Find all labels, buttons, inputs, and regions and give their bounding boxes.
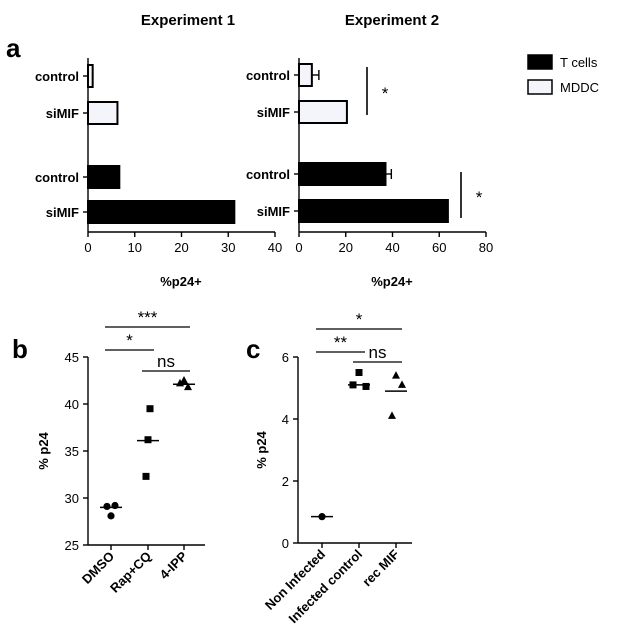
x-category-label: Rap+CQ xyxy=(107,549,154,596)
data-point-square xyxy=(355,369,363,376)
category-label: siMIF xyxy=(257,105,290,120)
comparison-label: * xyxy=(356,310,363,329)
bar-t-cells-simif xyxy=(87,200,236,224)
x-tick-label: 20 xyxy=(174,240,188,255)
data-point-circle xyxy=(103,502,111,511)
comparison-label: ns xyxy=(157,352,175,371)
x-tick-label: 80 xyxy=(479,240,493,255)
x-category-label: rec MIF xyxy=(359,546,402,589)
bar-mddc-control xyxy=(87,64,94,88)
comparison-label: ns xyxy=(369,343,387,362)
legend-swatch-mddc xyxy=(527,79,553,95)
chart-a1-xlabel: %p24+ xyxy=(160,274,202,289)
panel-label-b: b xyxy=(12,334,28,364)
x-tick-label: 40 xyxy=(385,240,399,255)
x-tick-label: 60 xyxy=(432,240,446,255)
significance-label: * xyxy=(476,188,483,207)
panel-label-c: c xyxy=(246,334,260,364)
legend-label: T cells xyxy=(560,55,598,70)
y-tick-label: 25 xyxy=(65,538,79,553)
bar-t-cells-control xyxy=(298,162,387,186)
x-category-label: 4-IPP xyxy=(157,548,191,582)
data-point-square xyxy=(142,472,150,480)
data-point-square xyxy=(362,382,370,390)
y-tick-label: 30 xyxy=(65,491,79,506)
y-tick-label: 0 xyxy=(282,536,289,551)
y-tick-label: 6 xyxy=(282,350,289,365)
x-tick-label: 30 xyxy=(221,240,235,255)
y-tick-label: 35 xyxy=(65,444,79,459)
data-point-triangle xyxy=(392,371,400,379)
category-label: siMIF xyxy=(257,204,290,219)
significance-label: * xyxy=(382,84,389,103)
data-point-triangle xyxy=(180,376,188,384)
category-label: control xyxy=(35,69,79,84)
bar-mddc-simif xyxy=(298,100,348,124)
bar-t-cells-simif xyxy=(298,199,449,223)
x-tick-label: 40 xyxy=(268,240,282,255)
x-tick-label: 0 xyxy=(84,240,91,255)
category-label: control xyxy=(246,167,290,182)
chart-a-legend: T cells MDDC xyxy=(527,54,599,95)
x-tick-label: 10 xyxy=(128,240,142,255)
panel-label-a: a xyxy=(6,33,21,63)
chart-a2-title: Experiment 2 xyxy=(345,12,439,29)
chart-a2-xlabel: %p24+ xyxy=(371,274,413,289)
comparison-label: *** xyxy=(138,308,158,327)
chart-a1-plot: 0 10 20 30 40 control siMIF control siMIF xyxy=(35,58,282,255)
category-label: siMIF xyxy=(46,106,79,121)
panel-a: a Experiment 1 Experiment 2 %p24+ %p24+ … xyxy=(6,12,599,289)
category-label: control xyxy=(35,170,79,185)
data-point-square xyxy=(146,405,154,413)
data-point-triangle xyxy=(388,411,396,419)
data-point-square xyxy=(144,436,152,444)
y-tick-label: 40 xyxy=(65,397,79,412)
bar-mddc-simif xyxy=(87,101,119,125)
x-tick-label: 20 xyxy=(339,240,353,255)
y-tick-label: 45 xyxy=(65,350,79,365)
data-point-triangle xyxy=(398,380,406,388)
comparison-label: ** xyxy=(334,333,348,352)
bar-mddc-control xyxy=(298,63,313,87)
y-axis-title: % p24 xyxy=(36,431,51,469)
y-axis-title: % p24 xyxy=(254,430,269,468)
chart-a2-plot: 0 20 40 60 80 control siMIF control siMIF * * xyxy=(246,58,493,255)
comparison-label: * xyxy=(126,331,133,350)
y-tick-label: 4 xyxy=(282,412,289,427)
category-label: control xyxy=(246,68,290,83)
chart-a1-title: Experiment 1 xyxy=(141,12,235,29)
legend-swatch-t-cells xyxy=(527,54,553,70)
data-point-triangle xyxy=(184,382,192,391)
bar-t-cells-control xyxy=(87,165,121,189)
legend-label: MDDC xyxy=(560,80,599,95)
x-tick-label: 0 xyxy=(295,240,302,255)
y-tick-label: 2 xyxy=(282,474,289,489)
data-point-circle xyxy=(107,512,115,520)
category-label: siMIF xyxy=(46,205,79,220)
